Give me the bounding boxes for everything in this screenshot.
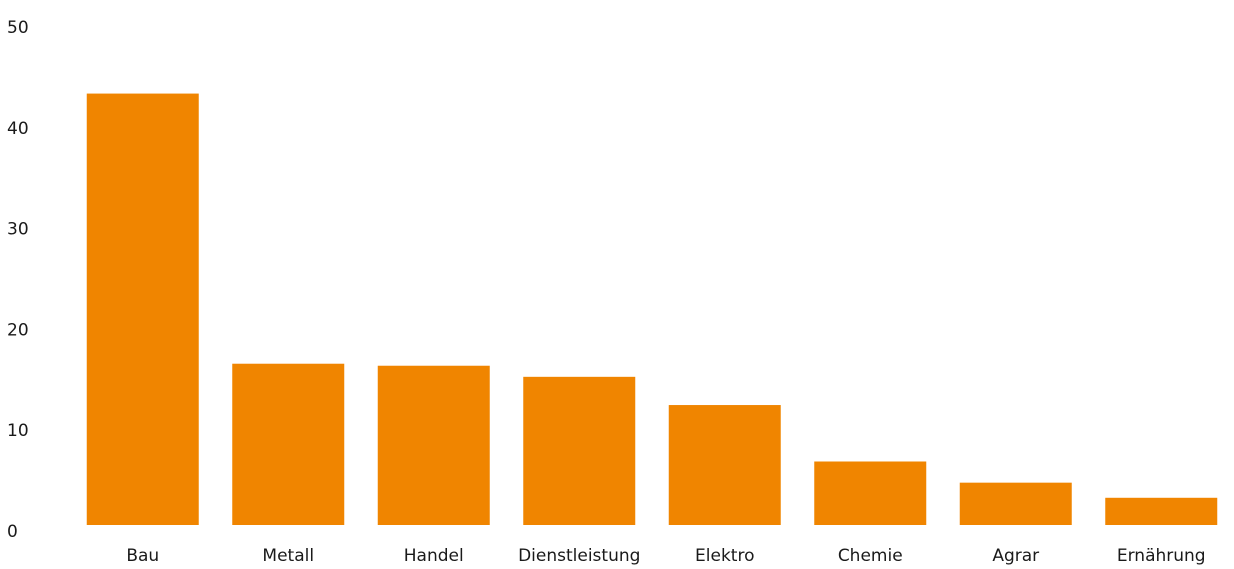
y-tick-label: 10 bbox=[7, 421, 29, 441]
x-tick-label: Dienstleistung bbox=[518, 546, 640, 566]
bar-metall bbox=[232, 363, 345, 525]
x-axis: Bau Metall Handel Dienstleistung Elektro Chem… bbox=[126, 546, 1205, 566]
x-tick-label: Ernährung bbox=[1117, 546, 1206, 566]
y-tick-label: 40 bbox=[7, 119, 29, 139]
x-tick-label: Chemie bbox=[838, 546, 903, 566]
bar-ern-hrung bbox=[1105, 497, 1218, 525]
x-tick-label: Bau bbox=[126, 546, 159, 566]
y-axis: 0 10 20 30 40 50 bbox=[7, 18, 29, 542]
y-tick-label: 30 bbox=[7, 220, 29, 240]
y-tick-label: 0 bbox=[7, 522, 18, 542]
x-tick-label: Handel bbox=[404, 546, 464, 566]
bar-elektro bbox=[668, 405, 781, 525]
bar-agrar bbox=[959, 482, 1072, 525]
bars bbox=[86, 93, 1218, 526]
x-tick-label: Agrar bbox=[992, 546, 1039, 566]
y-tick-label: 20 bbox=[7, 320, 29, 340]
x-tick-label: Metall bbox=[262, 546, 314, 566]
bar-bau bbox=[86, 93, 199, 526]
x-tick-label: Elektro bbox=[695, 546, 754, 566]
y-tick-label: 50 bbox=[7, 18, 29, 38]
bar-chemie bbox=[814, 461, 927, 525]
bar-dienstleistung bbox=[523, 376, 636, 525]
bar-handel bbox=[377, 365, 490, 525]
